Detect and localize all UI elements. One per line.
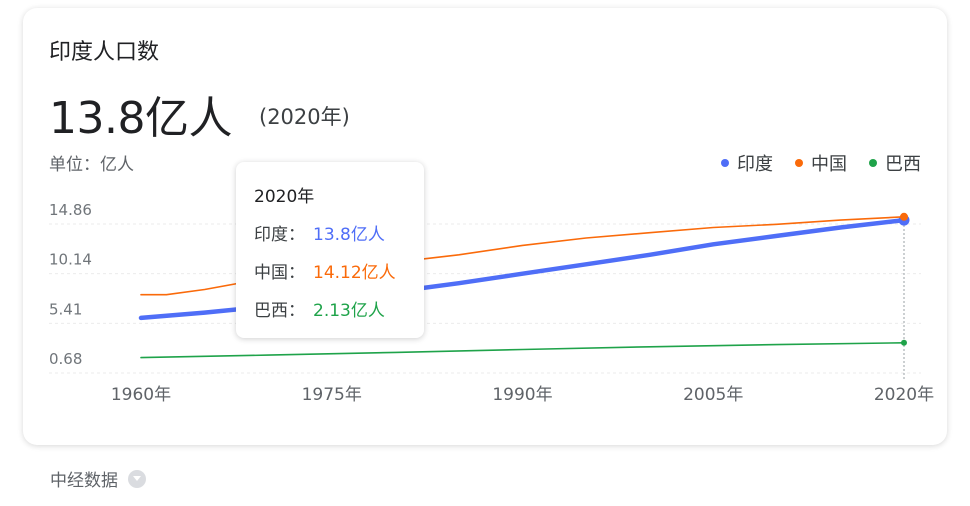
y-tick-label: 5.41: [49, 300, 82, 318]
y-tick-label: 0.68: [49, 350, 82, 368]
legend-dot-brazil: [869, 159, 877, 167]
tooltip-label-brazil: 巴西：: [254, 301, 305, 321]
headline-year: (2020年): [259, 105, 350, 129]
y-tick-label: 10.14: [49, 251, 92, 269]
chart-legend: 印度 中国 巴西: [721, 150, 921, 176]
legend-item-brazil[interactable]: 巴西: [869, 150, 921, 176]
tooltip-row-brazil: 巴西： 2.13亿人: [254, 296, 385, 321]
series-line-1: [140, 216, 905, 296]
card-title: 印度人口数: [49, 40, 160, 65]
legend-label-china: 中国: [811, 154, 847, 175]
population-card: 印度人口数 13.8亿人 (2020年) 单位：亿人 印度 中国 巴西 14.8…: [23, 8, 947, 445]
x-tick-label: 2005年: [683, 385, 743, 405]
tooltip-value-brazil: 2.13亿人: [313, 301, 385, 321]
unit-label: 单位：亿人: [49, 155, 134, 175]
x-tick-label: 1990年: [492, 385, 552, 405]
data-source[interactable]: 中经数据: [50, 466, 146, 491]
tooltip-row-india: 印度： 13.8亿人: [254, 220, 385, 245]
series-point-1: [900, 212, 908, 221]
legend-label-india: 印度: [737, 154, 773, 175]
series-line-2: [140, 341, 905, 359]
tooltip-label-india: 印度：: [254, 225, 305, 245]
x-tick-label: 1975年: [302, 385, 362, 405]
chevron-down-icon[interactable]: [128, 469, 146, 488]
legend-label-brazil: 巴西: [885, 154, 921, 175]
population-line-chart[interactable]: 14.86 10.14 5.41 0.68 1960年 1975年 1990年 2005年 20…: [23, 8, 947, 445]
tooltip-value-china: 14.12亿人: [313, 263, 396, 283]
source-label: 中经数据: [50, 471, 118, 491]
chart-tooltip: 2020年 印度： 13.8亿人 中国： 14.12亿人 巴西： 2.13亿人: [236, 162, 424, 338]
tooltip-label-china: 中国：: [254, 263, 305, 283]
y-tick-label: 14.86: [49, 201, 92, 219]
legend-item-india[interactable]: 印度: [721, 150, 773, 176]
x-tick-label: 1960年: [111, 385, 171, 405]
tooltip-row-china: 中国： 14.12亿人: [254, 258, 396, 283]
legend-dot-india: [721, 159, 729, 167]
tooltip-year: 2020年: [254, 187, 315, 207]
series-point-2: [901, 339, 907, 346]
headline-value: 13.8亿人: [49, 93, 232, 144]
x-tick-label: 2020年: [874, 385, 934, 405]
tooltip-value-india: 13.8亿人: [313, 225, 385, 245]
legend-dot-china: [795, 159, 803, 167]
legend-item-china[interactable]: 中国: [795, 150, 847, 176]
